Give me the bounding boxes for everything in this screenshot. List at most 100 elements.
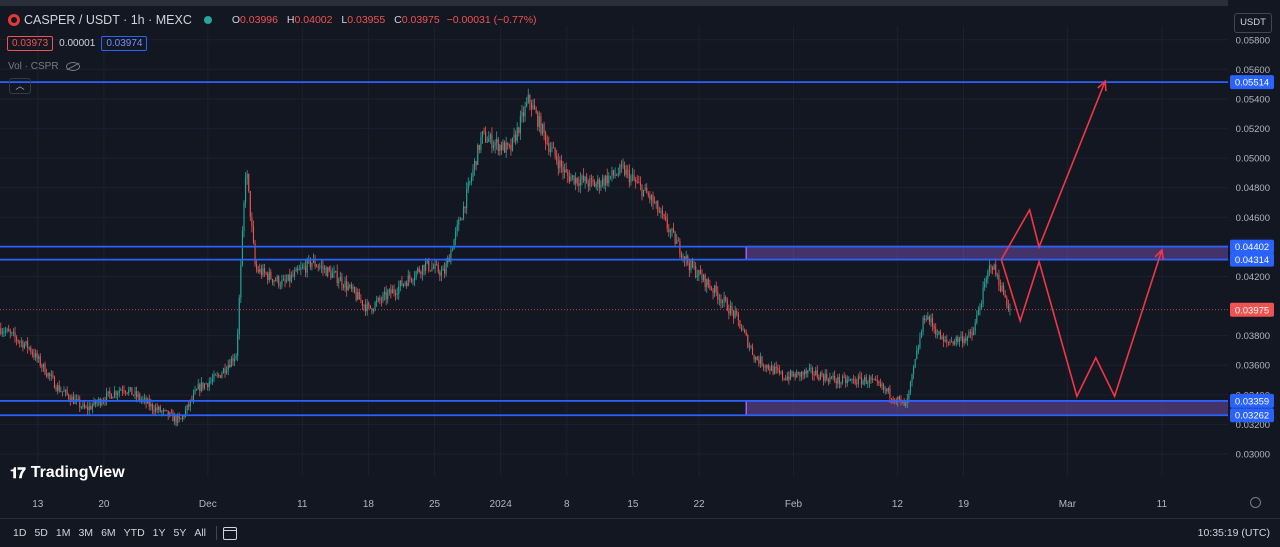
candle-body bbox=[969, 332, 972, 333]
candle-body bbox=[402, 283, 405, 286]
candle-body bbox=[857, 376, 859, 384]
timeframe-1m[interactable]: 1M bbox=[55, 527, 71, 539]
candle-body bbox=[870, 377, 872, 380]
candle-body bbox=[617, 173, 619, 176]
candle-body bbox=[714, 285, 716, 294]
candle-body bbox=[829, 377, 831, 382]
candle-body bbox=[418, 268, 420, 272]
timeframe-1d[interactable]: 1D bbox=[13, 527, 27, 539]
candle-body bbox=[415, 271, 417, 278]
timeframe-5d[interactable]: 5D bbox=[34, 527, 48, 539]
candle-body bbox=[867, 382, 869, 384]
candle-body bbox=[513, 134, 515, 138]
candle-body bbox=[229, 364, 231, 367]
y-tick-label: 0.05600 bbox=[1236, 65, 1270, 76]
buy-price-button[interactable]: 0.03974 bbox=[101, 36, 148, 51]
candle-body bbox=[222, 368, 225, 374]
calendar-icon[interactable] bbox=[223, 526, 238, 540]
candle-body bbox=[88, 406, 90, 411]
candle-body bbox=[655, 201, 657, 203]
candle-body bbox=[1006, 297, 1008, 306]
candle-body bbox=[565, 169, 567, 173]
symbol-title[interactable]: CASPER / USDT · 1h · MEXC bbox=[24, 13, 192, 27]
candle-body bbox=[151, 403, 153, 410]
candle-body bbox=[391, 289, 394, 294]
candle-body bbox=[511, 137, 514, 151]
candle-body bbox=[993, 264, 995, 270]
candle-body bbox=[541, 124, 544, 134]
x-tick-label: 8 bbox=[564, 499, 570, 510]
candle-body bbox=[361, 300, 363, 306]
candle-body bbox=[949, 342, 951, 343]
candle-body bbox=[973, 330, 975, 336]
candle-body bbox=[442, 268, 444, 271]
candle-body bbox=[579, 179, 581, 186]
timeframe-6m[interactable]: 6M bbox=[101, 527, 116, 539]
candle-body bbox=[838, 376, 840, 384]
candle-body bbox=[384, 291, 386, 295]
projection-paths bbox=[1000, 79, 1165, 399]
candle-body bbox=[153, 409, 155, 412]
candle-body bbox=[592, 179, 594, 182]
candle-body bbox=[538, 116, 540, 127]
candle-body bbox=[9, 331, 11, 333]
candle-body bbox=[417, 268, 419, 272]
tradingview-wordmark: TradingView bbox=[30, 464, 125, 481]
candle-body bbox=[696, 275, 698, 277]
candle-body bbox=[573, 175, 575, 184]
candle-body bbox=[962, 336, 964, 344]
price-chart[interactable]: 0.05800 0.05600 0.05400 0.05200 0.05000 0.048… bbox=[0, 0, 1280, 518]
change-value: −0.00031 (−0.77%) bbox=[446, 14, 537, 26]
candle-body bbox=[666, 219, 668, 229]
candle-body bbox=[737, 313, 739, 321]
chevron-up-icon[interactable]: ︿ bbox=[9, 78, 31, 94]
timeframe-all[interactable]: All bbox=[194, 527, 207, 539]
candle-body bbox=[63, 391, 65, 393]
y-tick-label: 0.04600 bbox=[1236, 213, 1270, 224]
candle-body bbox=[148, 399, 150, 407]
candle-body bbox=[908, 390, 910, 400]
volume-indicator-label[interactable]: Vol · CSPR bbox=[8, 61, 80, 72]
clock[interactable]: 10:35:19 (UTC) bbox=[1197, 527, 1270, 539]
candle-body bbox=[481, 131, 484, 137]
sell-price-button[interactable]: 0.03973 bbox=[7, 36, 54, 51]
currency-button[interactable]: USDT bbox=[1234, 13, 1272, 33]
y-tick-label: 0.03800 bbox=[1236, 331, 1270, 342]
timeframe-5y[interactable]: 5Y bbox=[173, 527, 187, 539]
candle-body bbox=[802, 372, 804, 375]
gear-icon[interactable] bbox=[1250, 497, 1261, 508]
high-label: H bbox=[286, 14, 295, 26]
candle-body bbox=[28, 347, 30, 349]
timeframe-1y[interactable]: 1Y bbox=[152, 527, 166, 539]
x-tick-label: 19 bbox=[958, 499, 970, 510]
candle-body bbox=[134, 391, 136, 396]
candle-body bbox=[780, 371, 782, 373]
candle-body bbox=[1, 332, 3, 334]
candle-body bbox=[849, 379, 851, 381]
candle-body bbox=[718, 299, 720, 300]
timeframe-3m[interactable]: 3M bbox=[78, 527, 94, 539]
candle-body bbox=[753, 354, 755, 360]
candle-body bbox=[350, 284, 352, 289]
candle-body bbox=[489, 134, 491, 139]
candle-body bbox=[268, 271, 270, 281]
candle-body bbox=[380, 300, 382, 302]
candle-body bbox=[372, 309, 375, 312]
candle-body bbox=[120, 389, 122, 391]
candle-body bbox=[684, 256, 686, 260]
candle-body bbox=[526, 102, 528, 107]
candle-body bbox=[567, 172, 569, 176]
candle-body bbox=[251, 216, 253, 227]
candle-body bbox=[414, 277, 416, 281]
eye-icon[interactable] bbox=[65, 62, 80, 71]
timeframe-ytd[interactable]: YTD bbox=[123, 527, 145, 539]
candle-body bbox=[276, 276, 278, 281]
candle-body bbox=[543, 124, 545, 133]
candle-body bbox=[297, 268, 299, 271]
candle-body bbox=[537, 112, 539, 127]
candle-body bbox=[791, 371, 793, 376]
candle-body bbox=[358, 291, 360, 300]
candle-body bbox=[439, 272, 441, 276]
candle-body bbox=[548, 143, 550, 152]
candle-body bbox=[267, 273, 269, 281]
